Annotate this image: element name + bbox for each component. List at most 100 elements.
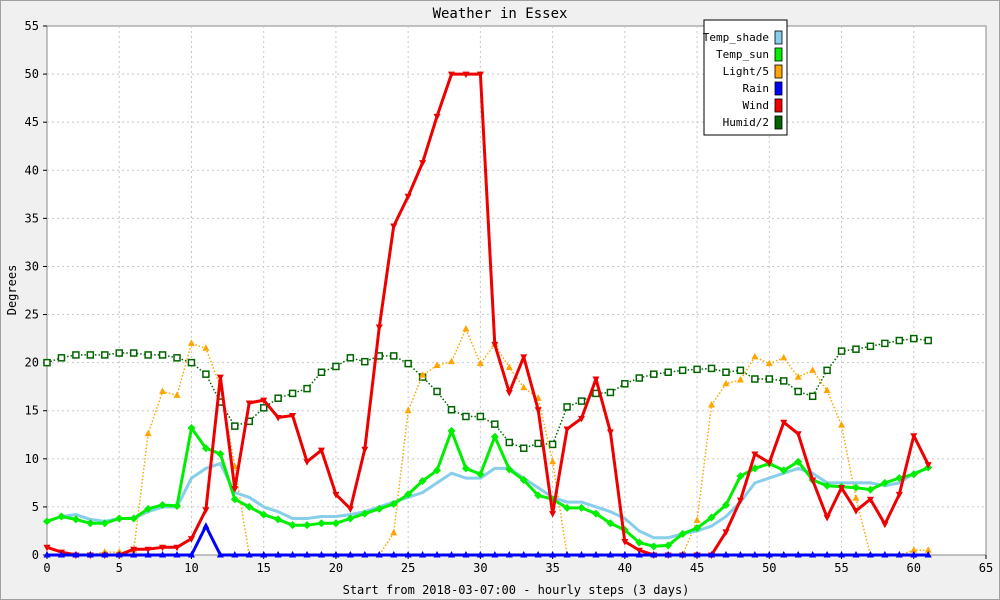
humid-2-point <box>678 366 687 375</box>
rain-point <box>852 551 860 558</box>
wind-point <box>722 529 730 536</box>
temp-sun-point <box>303 521 312 530</box>
humid-2-point <box>158 351 167 359</box>
series-line-temp-shade <box>46 462 929 540</box>
y-tick-label: 20 <box>25 356 39 370</box>
light-5-point <box>823 386 831 394</box>
temp-sun-point <box>404 490 413 499</box>
wind-point <box>144 546 152 554</box>
temp-sun-point <box>418 476 427 485</box>
light-5-point <box>838 421 846 428</box>
x-tick-label: 50 <box>762 561 776 575</box>
humid-2-point <box>43 358 51 367</box>
temp-sun-point <box>649 542 658 551</box>
rain-point <box>144 551 152 558</box>
rain-point <box>794 551 802 558</box>
temp-sun-point <box>591 509 600 518</box>
wind-point <box>852 508 860 515</box>
rain-point <box>404 551 412 558</box>
rain-point <box>708 551 716 558</box>
temp-shade-point <box>334 515 338 519</box>
temp-shade-point <box>652 536 656 540</box>
rain-point <box>289 551 297 558</box>
temp-sun-point <box>635 538 644 547</box>
wind-point <box>534 407 542 414</box>
rain-point <box>115 551 123 558</box>
temp-sun-point <box>86 519 95 528</box>
rain-point <box>447 551 455 558</box>
wind-point <box>606 429 614 436</box>
legend-swatch-temp-shade <box>774 30 783 45</box>
y-tick-label: 50 <box>25 67 39 81</box>
temp-shade-point <box>637 529 641 533</box>
temp-sun-point <box>259 510 268 519</box>
humid-2-point <box>491 420 499 428</box>
light-5-point <box>390 528 398 536</box>
x-tick-label: 15 <box>256 561 270 575</box>
humid-2-point <box>433 387 441 396</box>
rain-point <box>823 551 831 558</box>
rain-point <box>231 551 239 558</box>
temp-shade-point <box>753 481 757 485</box>
temp-shade-point <box>449 471 453 475</box>
temp-shade-point <box>262 505 266 509</box>
y-tick-label: 55 <box>25 19 39 33</box>
temp-shade-point <box>580 500 584 504</box>
legend-label-wind: Wind <box>743 99 770 112</box>
humid-2-point <box>837 347 846 355</box>
wind-point <box>924 462 932 469</box>
temp-sun-point <box>100 519 109 528</box>
rain-point <box>592 551 600 558</box>
temp-sun-point <box>823 481 832 490</box>
light-5-point <box>751 352 759 360</box>
humid-2-point <box>707 364 716 373</box>
temp-shade-point <box>594 505 598 509</box>
rain-point <box>664 551 672 558</box>
rain-point <box>86 551 94 558</box>
rain-point <box>809 551 817 558</box>
rain-point <box>650 551 658 558</box>
rain-point <box>693 551 701 558</box>
humid-2-point <box>303 384 311 393</box>
wind-point <box>491 341 499 349</box>
temp-shade-point <box>796 466 800 470</box>
humid-2-point <box>881 339 889 348</box>
legend-swatch-light-5 <box>774 64 783 79</box>
x-tick-label: 10 <box>184 561 198 575</box>
rain-point <box>101 551 109 558</box>
temp-shade-point <box>435 481 439 485</box>
grid-lines <box>47 26 986 555</box>
temp-sun-point <box>57 512 66 521</box>
rain-point <box>173 551 181 558</box>
x-tick-label: 40 <box>618 561 632 575</box>
temp-sun-point <box>447 426 456 435</box>
temp-sun-point <box>317 519 326 528</box>
temp-sun-point <box>375 504 384 513</box>
rain-point <box>433 551 441 558</box>
temp-sun-point <box>201 444 210 453</box>
light-5-point <box>462 324 470 332</box>
temp-shade-point <box>868 481 872 485</box>
light-5-point <box>447 357 455 365</box>
temp-shade-point <box>218 462 222 466</box>
temp-shade-point <box>291 516 295 520</box>
wind-point <box>361 446 369 454</box>
temp-shade-point <box>464 476 468 480</box>
light-5-point <box>173 391 181 398</box>
temp-sun-point <box>245 502 254 511</box>
humid-2-point <box>621 380 629 388</box>
series-rain <box>43 522 932 558</box>
wind-point <box>635 547 643 555</box>
rain-point <box>621 551 629 558</box>
wind-point <box>780 419 788 427</box>
temp-sun-point <box>230 495 239 504</box>
wind-point <box>838 485 846 492</box>
temp-shade-point <box>623 516 627 520</box>
temp-sun-point <box>577 503 586 512</box>
rain-point <box>635 551 643 558</box>
humid-2-point <box>722 368 730 377</box>
rain-point <box>216 551 224 558</box>
temp-sun-point <box>779 466 788 475</box>
legend-swatch-rain <box>774 81 783 96</box>
